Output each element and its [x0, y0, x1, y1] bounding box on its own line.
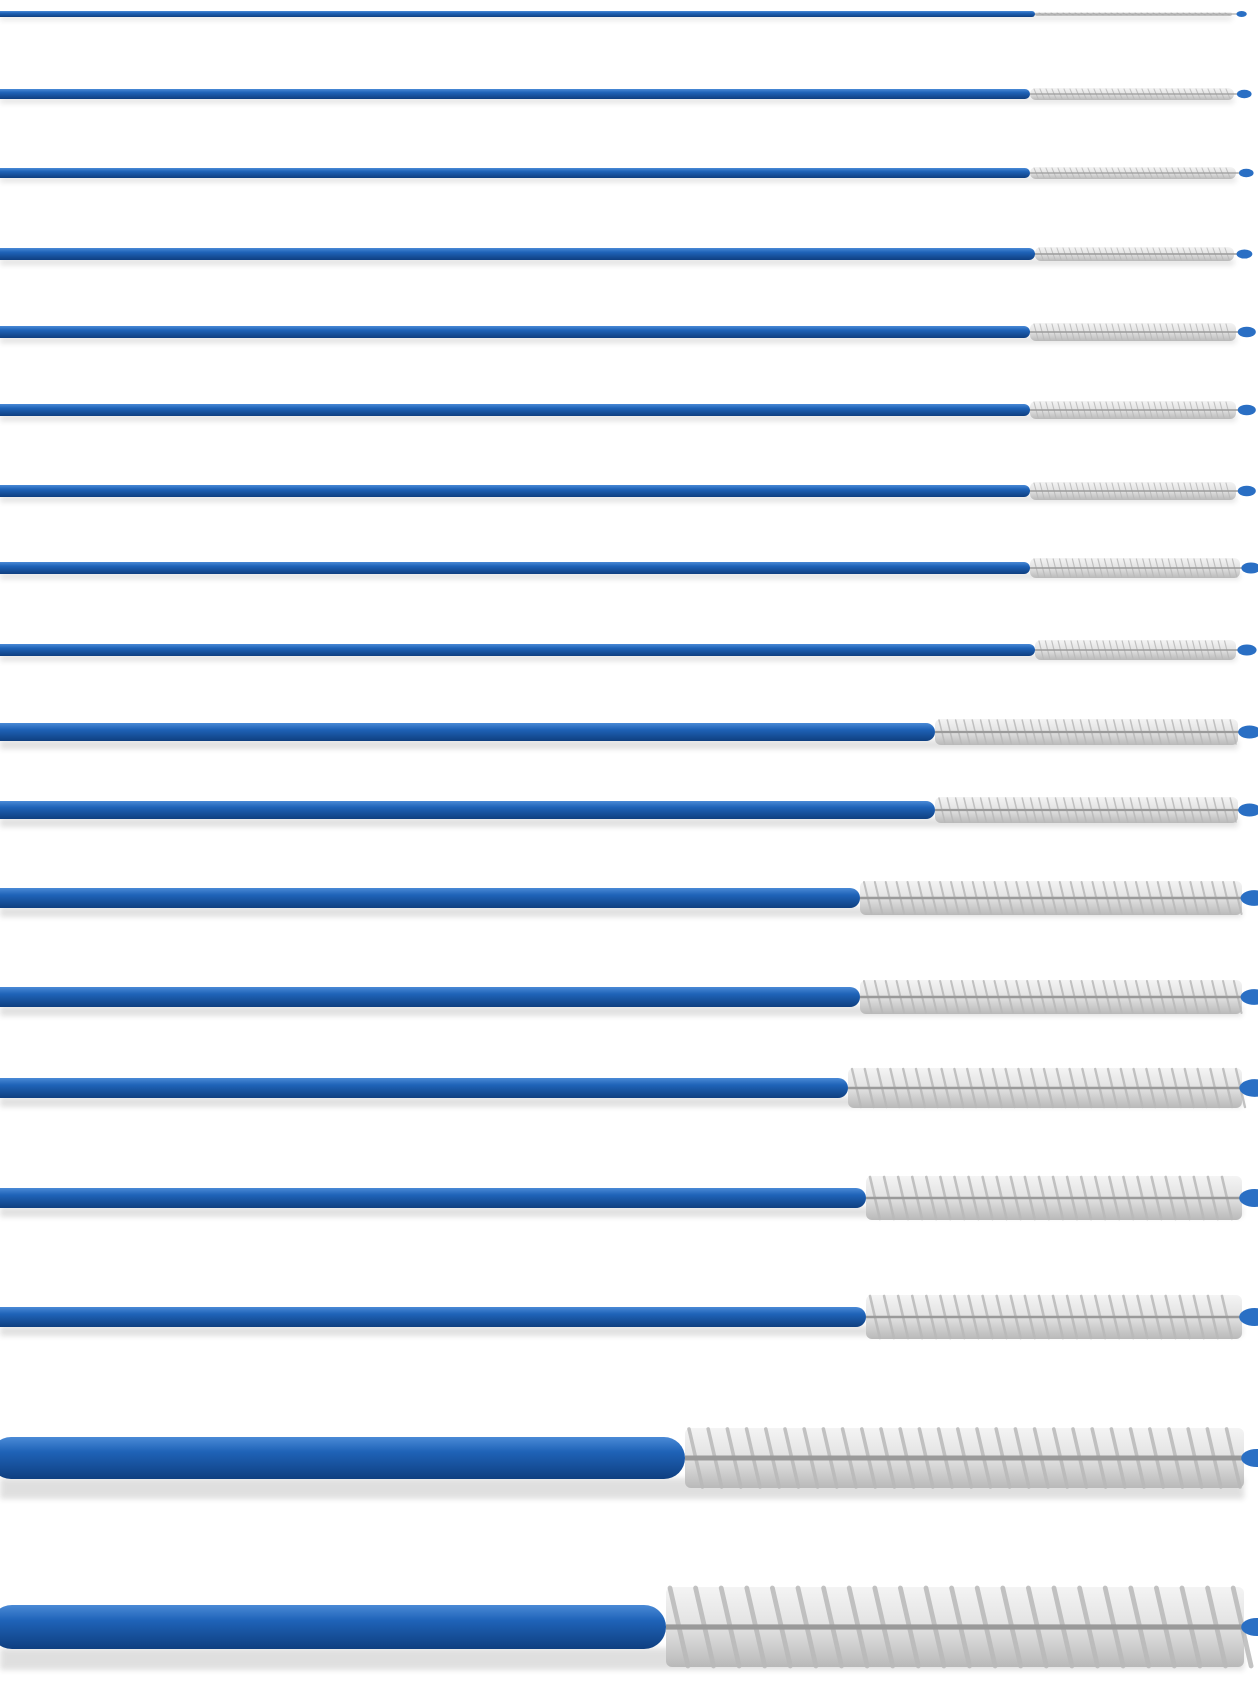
brush-shadow [0, 655, 1236, 661]
brush [0, 719, 1258, 749]
brush-bristles [1030, 401, 1244, 419]
brush [0, 1175, 1258, 1221]
brush [0, 880, 1258, 917]
brush-shadow [0, 573, 1240, 579]
brush-bristles [1030, 558, 1248, 578]
brush-tip [1240, 989, 1258, 1005]
brush-shadow [0, 1006, 1242, 1016]
brush-handle [0, 562, 1030, 574]
brush-handle [0, 1188, 866, 1208]
brush-tip [1238, 725, 1258, 739]
brush-tip [1240, 890, 1258, 906]
brush-handle [0, 1307, 866, 1327]
brush [0, 247, 1253, 265]
brush-bristles [1030, 323, 1244, 341]
brush-bristles [866, 1175, 1250, 1221]
brush [0, 401, 1256, 421]
brush-tip [1238, 168, 1254, 178]
brush-tip [1241, 562, 1258, 574]
brush-tip [1236, 89, 1252, 99]
brush-handle [0, 644, 1035, 656]
brush-bristles [860, 979, 1250, 1015]
brush-handle [0, 326, 1030, 338]
brush-tip [1241, 1618, 1258, 1636]
brush [0, 88, 1252, 103]
brush-shadow [0, 907, 1242, 917]
brush-shadow [0, 337, 1236, 343]
brush [0, 640, 1257, 661]
brush-bristles [1030, 167, 1244, 179]
brush-tip [1239, 1079, 1258, 1097]
brush-shadow [0, 259, 1234, 265]
brush [0, 558, 1258, 579]
brush-bristles [685, 1427, 1252, 1489]
brush-tip [1237, 326, 1256, 338]
brush-group [0, 11, 1258, 1670]
brush-tip [1237, 644, 1257, 656]
brush-shadow [0, 1326, 1242, 1336]
brush [0, 1427, 1258, 1499]
brush-bristles [935, 797, 1246, 823]
brush [0, 482, 1256, 502]
brush-tip [1241, 1449, 1258, 1467]
brush-handle [0, 89, 1030, 99]
brush-tip [1238, 803, 1258, 817]
brush-bristles [860, 880, 1250, 916]
brush-shadow [0, 16, 1232, 20]
brush-bristles [848, 1067, 1250, 1109]
brush-bristles [1035, 247, 1242, 261]
brush-shadow [0, 496, 1236, 502]
brush-handle [0, 404, 1030, 416]
brush-shadow [0, 1207, 1242, 1217]
brush-tip [1239, 1189, 1258, 1207]
brush-tip [1239, 1308, 1258, 1326]
brush-handle [0, 1437, 685, 1479]
brush-handle [0, 1078, 848, 1098]
brush-handle [0, 248, 1035, 260]
brush-handle [0, 485, 1030, 497]
brush-handle [0, 987, 860, 1007]
brush-tip [1236, 249, 1253, 259]
brush [0, 797, 1258, 827]
brush [0, 1294, 1258, 1340]
brush-bristles [866, 1294, 1250, 1340]
brush-bristles [1035, 12, 1240, 16]
brush-tip [1236, 11, 1247, 17]
brush [0, 1067, 1258, 1109]
brush-tip [1237, 485, 1256, 497]
brush [0, 323, 1256, 343]
brush-shadow [0, 818, 1238, 827]
brush [0, 11, 1247, 20]
brush-bristles [1030, 482, 1244, 500]
brush-handle [0, 1605, 666, 1649]
brush-handle [0, 888, 860, 908]
brush [0, 167, 1254, 182]
brush [0, 979, 1258, 1016]
brush-bristles [1030, 88, 1242, 100]
brush-handle [0, 168, 1030, 178]
brush-bristles [666, 1585, 1254, 1669]
brush-shadow [0, 177, 1236, 182]
brush-tip [1237, 404, 1256, 416]
brush-shadow [0, 98, 1234, 103]
brush-shadow [0, 740, 1238, 749]
brush-shadow [0, 415, 1236, 421]
brush-bristles [1035, 640, 1244, 660]
brush [0, 1585, 1258, 1670]
brush-shadow [0, 1097, 1242, 1107]
brush-bristles [935, 719, 1246, 745]
brush-handle [0, 801, 935, 819]
brush-handle [0, 11, 1035, 17]
brush-handle [0, 723, 935, 741]
